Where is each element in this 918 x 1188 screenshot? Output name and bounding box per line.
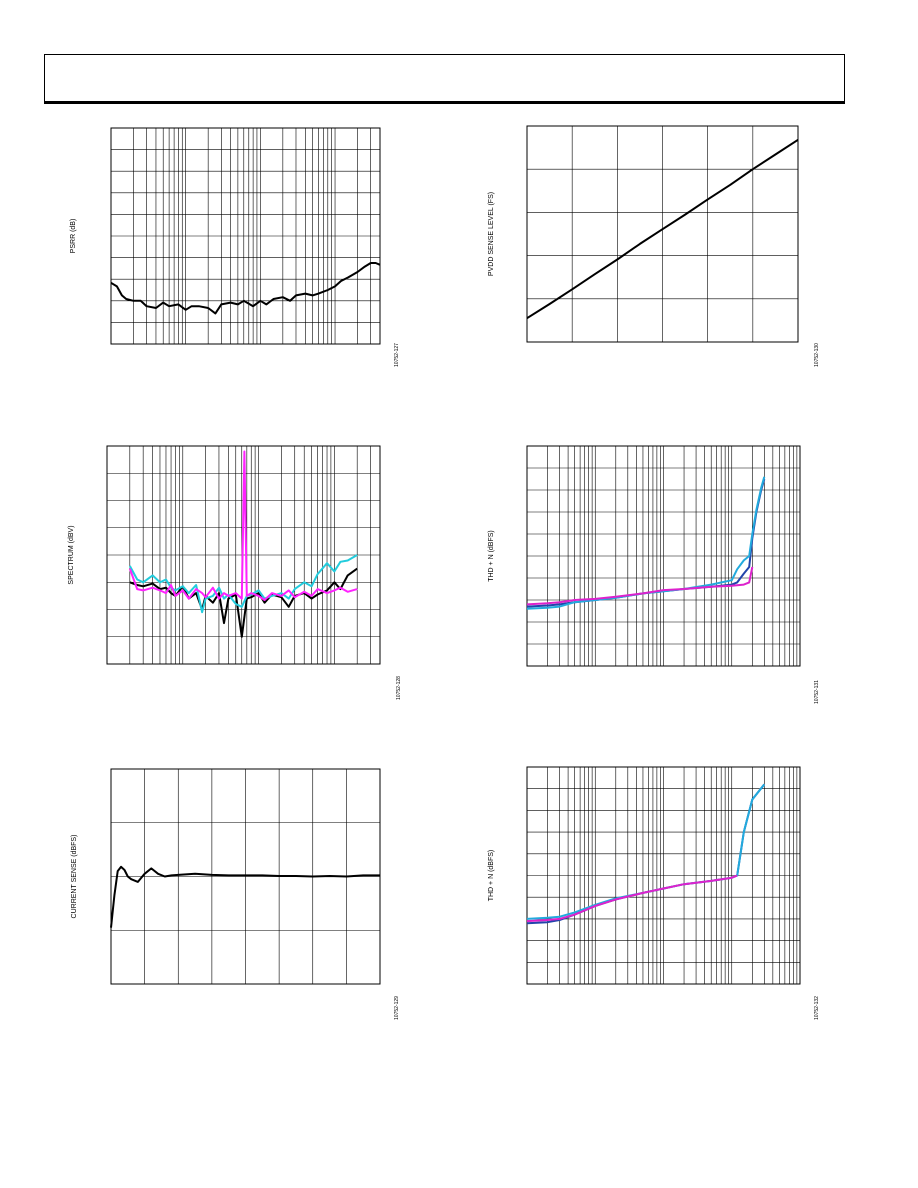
grid: [527, 767, 800, 984]
y-axis-label: PSRR (dB): [70, 219, 77, 254]
y-axis-label: PVDD SENSE LEVEL (FS): [488, 192, 495, 276]
series-line-1: [110, 865, 380, 928]
series-line-3: [128, 450, 358, 601]
chart-current-sense: CURRENT SENSE (dBFS) 10752-129: [71, 768, 400, 1020]
page-header-box: [44, 54, 845, 102]
figure-id: 10752-131: [814, 680, 820, 704]
figure-id: 10752-127: [394, 343, 400, 367]
grid: [527, 126, 798, 342]
y-axis-label: SPECTRUM (dBV): [68, 525, 75, 584]
y-axis-label: CURRENT SENSE (dBFS): [71, 835, 78, 919]
series-line-2: [526, 476, 766, 610]
y-axis-label: THD + N (dBFS): [488, 850, 495, 902]
series-line-3: [526, 874, 738, 923]
figure-id: 10752-130: [814, 343, 820, 367]
series-line-1: [110, 262, 381, 315]
series-line-2: [128, 554, 358, 614]
grid: [111, 769, 380, 984]
y-axis-label: THD + N (dBFS): [488, 530, 495, 582]
figure-id: 10752-129: [394, 996, 400, 1020]
page-header-rule: [44, 102, 845, 104]
chart-spectrum: SPECTRUM (dBV) 10752-128: [68, 445, 402, 700]
grid: [527, 446, 800, 666]
figure-id: 10752-128: [396, 676, 402, 700]
chart-thdn-1: THD + N (dBFS) 10752-131: [488, 445, 820, 704]
series-line-1: [129, 567, 358, 638]
series-line-3: [526, 566, 754, 606]
chart-thdn-2: THD + N (dBFS) 10752-132: [488, 766, 820, 1020]
chart-pvdd-sense: PVDD SENSE LEVEL (FS) 10752-130: [488, 125, 820, 367]
series-line-1: [526, 138, 799, 320]
figure-id: 10752-132: [814, 996, 820, 1020]
chart-psrr: PSRR (dB) 10752-127: [70, 127, 400, 367]
